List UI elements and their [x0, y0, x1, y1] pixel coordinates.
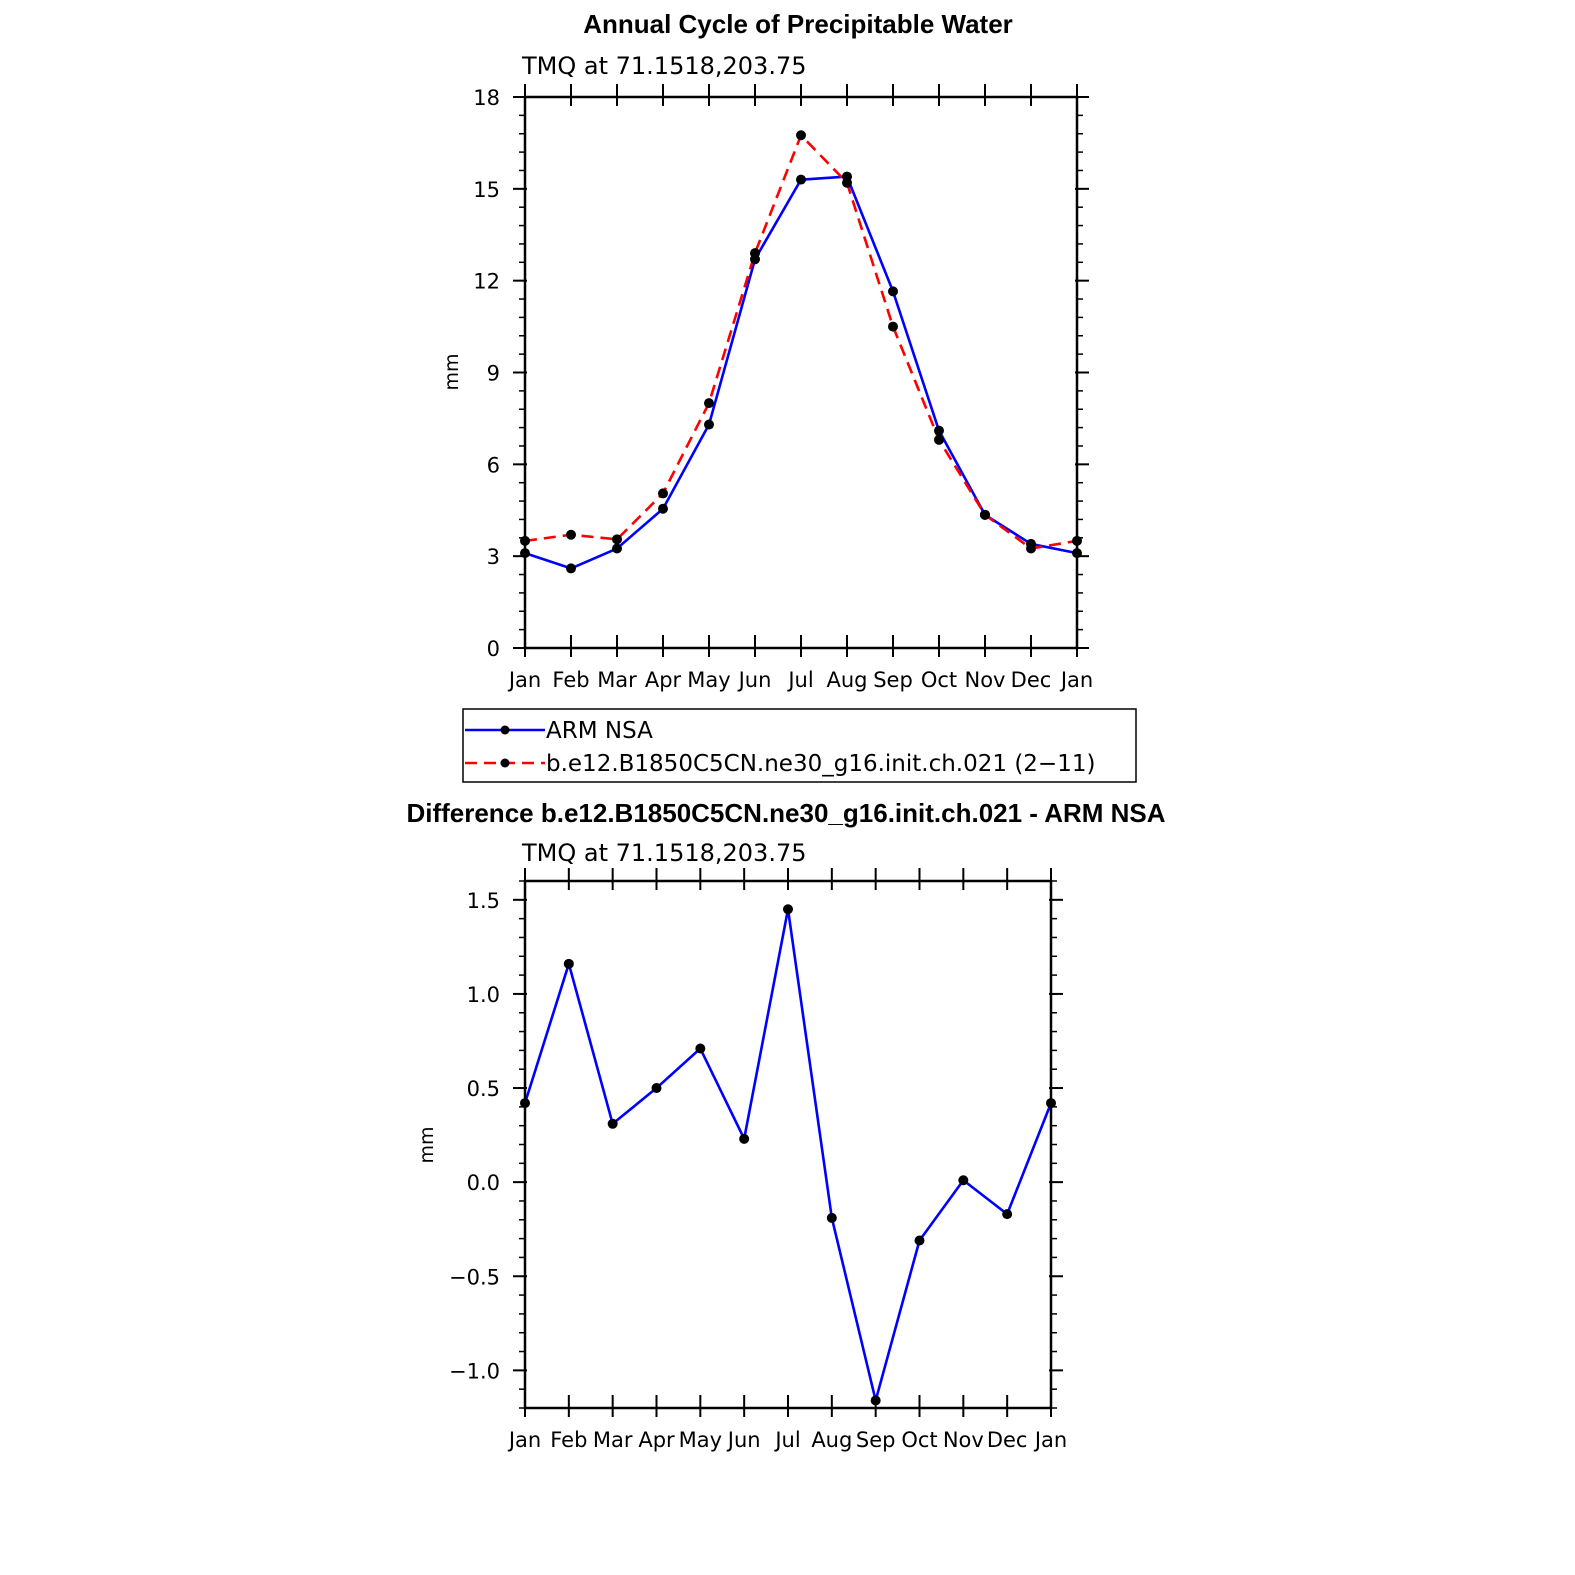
y-tick-label: 1.5 [467, 889, 500, 913]
series-line-primary [523, 907, 1053, 1402]
x-tick-label: Sep [873, 668, 913, 692]
data-point [658, 488, 668, 499]
x-tick-label: Jul [786, 668, 813, 692]
x-tick-label: Aug [826, 668, 867, 692]
x-tick-label: Jan [507, 1428, 541, 1452]
x-tick-label: Oct [901, 1428, 937, 1452]
legend: ARM NSA b.e12.B1850C5CN.ne30_g16.init.ch… [462, 708, 1137, 783]
x-tick-label: May [679, 1428, 722, 1452]
x-tick-label: Jul [773, 1428, 800, 1452]
data-point [888, 321, 898, 332]
y-tick-label: 6 [487, 453, 500, 477]
difference-chart: Difference b.e12.B1850C5CN.ne30_g16.init… [406, 798, 1165, 1452]
y-axis-label: mm [416, 1126, 438, 1163]
x-tick-label: Jan [507, 668, 541, 692]
data-point [612, 534, 622, 545]
x-tick-label: Feb [552, 668, 589, 692]
y-tick-label: −1.0 [449, 1359, 500, 1383]
data-point [658, 503, 668, 514]
x-tick-label: Mar [597, 668, 637, 692]
data-point [934, 425, 944, 436]
data-markers [520, 130, 1082, 574]
series-line-primary [524, 175, 1078, 570]
data-point [704, 419, 714, 430]
data-point [958, 1175, 969, 1186]
data-point [1002, 1209, 1013, 1220]
legend-label-arm-nsa: ARM NSA [546, 718, 653, 744]
x-tick-label: Nov [965, 668, 1006, 692]
y-tick-label: 15 [473, 178, 500, 202]
data-point [826, 1212, 837, 1223]
data-point [612, 543, 622, 554]
data-markers [520, 904, 1056, 1406]
x-tick-label: Apr [645, 668, 682, 692]
plot-frame [523, 879, 1053, 1410]
data-point [870, 1395, 881, 1406]
x-tick-label: Dec [1011, 668, 1052, 692]
chart-subtitle: TMQ at 71.1518,203.75 [521, 839, 806, 867]
x-tick-label: Oct [921, 668, 957, 692]
y-axis-label: mm [441, 353, 463, 390]
x-tick-label: Jun [737, 668, 772, 692]
series-line-secondary [524, 133, 1078, 550]
tick-marks [513, 84, 1089, 657]
x-tick-label: Jun [726, 1428, 761, 1452]
data-point [842, 177, 852, 188]
data-point [704, 398, 714, 409]
chart-title: Difference b.e12.B1850C5CN.ne30_g16.init… [406, 798, 1165, 828]
data-point [1026, 543, 1036, 554]
data-point [914, 1235, 925, 1246]
y-tick-label: 18 [473, 86, 500, 110]
annual-cycle-chart: Annual Cycle of Precipitable Water TMQ a… [441, 9, 1093, 692]
data-point [566, 563, 576, 574]
y-tick-label: 0.0 [467, 1171, 500, 1195]
y-tick-label: 12 [473, 270, 500, 294]
y-tick-label: 9 [487, 362, 500, 386]
series-lines [524, 133, 1078, 570]
x-tick-label: Aug [811, 1428, 852, 1452]
data-point [783, 904, 793, 915]
tick-marks [513, 868, 1063, 1417]
x-tick-label: Dec [987, 1428, 1028, 1452]
y-tick-label: 1.0 [467, 983, 500, 1007]
data-point [607, 1118, 618, 1129]
legend-marker-arm-nsa [500, 725, 510, 735]
legend-label-model: b.e12.B1850C5CN.ne30_g16.init.ch.021 (2−… [546, 751, 1095, 777]
data-point [563, 958, 574, 969]
x-tick-label: Jan [1059, 668, 1093, 692]
legend-box [462, 708, 1137, 783]
x-tick-label: Feb [550, 1428, 587, 1452]
x-tick-label: Nov [943, 1428, 984, 1452]
chart-subtitle: TMQ at 71.1518,203.75 [521, 52, 806, 80]
data-point [796, 174, 806, 185]
x-tick-label: Apr [638, 1428, 675, 1452]
plot-frame [523, 95, 1079, 650]
y-tick-label: −0.5 [449, 1265, 500, 1289]
data-point [796, 130, 806, 141]
tick-labels: Jan Feb Mar Apr May Jun Jul Aug Sep Oct Nov Dec Jan 0… [473, 86, 1093, 692]
chart-title: Annual Cycle of Precipitable Water [583, 9, 1013, 39]
series-lines [523, 907, 1053, 1402]
tick-labels: Jan Feb Mar Apr May Jun Jul Aug Sep Oct Nov Dec Jan−… [449, 889, 1067, 1452]
data-point [888, 286, 898, 297]
y-tick-label: 0.5 [467, 1077, 500, 1101]
x-tick-label: Jan [1033, 1428, 1067, 1452]
data-point [695, 1043, 706, 1054]
data-point [980, 509, 990, 520]
x-tick-label: May [687, 668, 730, 692]
y-tick-label: 3 [487, 545, 500, 569]
x-tick-label: Mar [593, 1428, 633, 1452]
data-point [934, 434, 944, 445]
data-point [750, 248, 760, 259]
data-point [739, 1133, 750, 1144]
data-point [566, 529, 576, 540]
x-tick-label: Sep [856, 1428, 896, 1452]
data-point [651, 1083, 662, 1094]
y-tick-label: 0 [487, 637, 500, 661]
legend-marker-model [500, 758, 510, 768]
